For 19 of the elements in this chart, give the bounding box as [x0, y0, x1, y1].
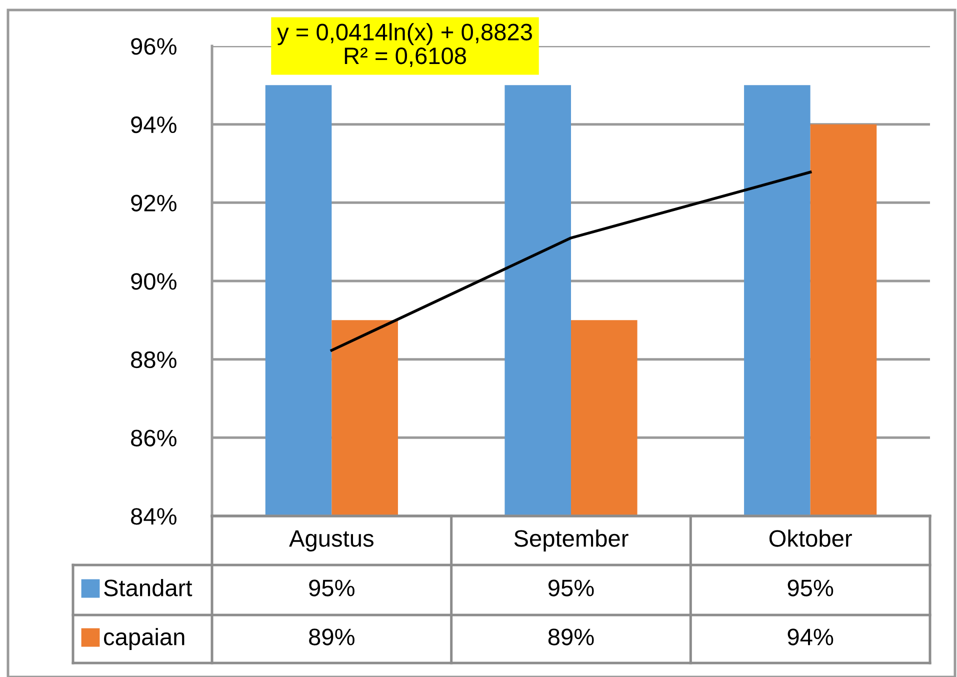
- annotation: y = 0,0414ln(x) + 0,8823 R² = 0,6108: [277, 23, 532, 67]
- data-label: 95%: [309, 580, 354, 596]
- legend-label: Standart: [104, 578, 192, 596]
- x-tick-label: September: [514, 529, 628, 552]
- x-tick-label: Agustus: [289, 530, 374, 552]
- y-tick-label: 90%: [131, 273, 176, 290]
- y-tick-label: 94%: [131, 116, 176, 134]
- data-label: 89%: [548, 628, 594, 646]
- y-tick-label: 92%: [131, 194, 176, 212]
- data-label: 94%: [788, 628, 834, 646]
- data-label: 89%: [309, 628, 354, 646]
- y-tick-label: 88%: [131, 351, 176, 368]
- y-tick-label: 84%: [131, 508, 176, 525]
- legend-label: capaian: [104, 628, 184, 650]
- data-label: 95%: [788, 580, 834, 596]
- y-tick-label: 86%: [131, 430, 176, 446]
- x-tick-label: Oktober: [769, 529, 852, 547]
- y-tick-label: 96%: [131, 38, 176, 55]
- data-label: 95%: [548, 580, 594, 596]
